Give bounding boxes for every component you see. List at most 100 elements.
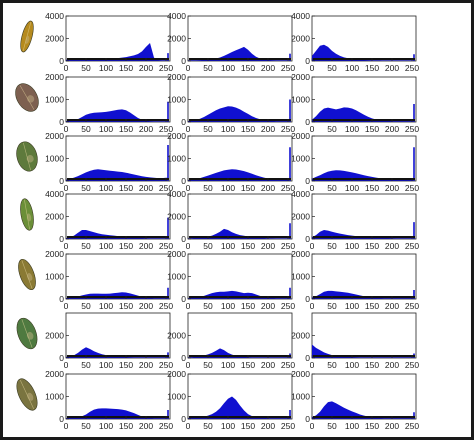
y-tick-label: 2000 — [167, 331, 186, 341]
y-tick-label: 2000 — [167, 212, 186, 222]
x-tick-label: 150 — [241, 301, 255, 311]
x-tick-label: 150 — [365, 241, 379, 251]
y-tick-label: 4000 — [45, 189, 64, 199]
x-tick-label: 0 — [310, 301, 315, 311]
x-tick-label: 0 — [186, 241, 191, 251]
x-tick-label: 150 — [365, 360, 379, 370]
x-tick-label: 200 — [139, 301, 153, 311]
baseline-band — [67, 355, 169, 358]
y-tick-label: 1000 — [167, 95, 186, 105]
y-tick-label: 1000 — [45, 272, 64, 282]
x-tick-label: 100 — [99, 360, 113, 370]
leaf-image — [16, 378, 38, 411]
x-tick-label: 250 — [159, 421, 173, 431]
x-tick-label: 200 — [385, 124, 399, 134]
histogram-area — [312, 401, 414, 419]
x-tick-label: 100 — [345, 241, 359, 251]
x-tick-label: 100 — [221, 63, 235, 73]
x-tick-label: 50 — [203, 241, 213, 251]
y-tick-label: 2000 — [291, 369, 310, 379]
axes-box — [311, 312, 417, 359]
x-tick-label: 200 — [385, 421, 399, 431]
histogram-area — [312, 107, 414, 122]
x-tick-label: 0 — [186, 63, 191, 73]
x-tick-label: 250 — [281, 241, 295, 251]
y-tick-label: 2000 — [45, 34, 64, 44]
y-tick-label: 0 — [181, 234, 186, 244]
x-tick-label: 200 — [385, 360, 399, 370]
y-tick-label: 0 — [305, 353, 310, 363]
x-tick-label: 200 — [139, 63, 153, 73]
y-tick-label: 0 — [305, 117, 310, 127]
x-tick-label: 200 — [139, 183, 153, 193]
y-tick-label: 0 — [305, 176, 310, 186]
baseline-band — [313, 119, 415, 122]
x-tick-label: 0 — [310, 124, 315, 134]
baseline-band — [189, 416, 291, 419]
x-tick-label: 0 — [310, 421, 315, 431]
x-tick-label: 250 — [159, 241, 173, 251]
x-tick-label: 150 — [119, 124, 133, 134]
x-tick-label: 250 — [159, 301, 173, 311]
x-tick-label: 250 — [159, 183, 173, 193]
x-tick-label: 0 — [186, 421, 191, 431]
x-tick-label: 250 — [281, 421, 295, 431]
y-tick-label: 1000 — [45, 392, 64, 402]
x-tick-label: 100 — [221, 421, 235, 431]
x-tick-label: 0 — [186, 124, 191, 134]
x-tick-label: 150 — [365, 421, 379, 431]
y-tick-label: 0 — [59, 56, 64, 66]
x-tick-label: 150 — [119, 63, 133, 73]
y-tick-label: 2000 — [167, 249, 186, 259]
y-tick-label: 1000 — [291, 154, 310, 164]
x-tick-label: 100 — [221, 301, 235, 311]
baseline-band — [67, 119, 169, 122]
y-tick-label: 1000 — [167, 154, 186, 164]
axes-box — [187, 253, 293, 300]
x-tick-label: 50 — [203, 360, 213, 370]
axes-box — [65, 15, 171, 62]
y-tick-label: 0 — [305, 294, 310, 304]
baseline-band — [313, 296, 415, 299]
axes-box — [187, 312, 293, 359]
x-tick-label: 200 — [385, 301, 399, 311]
x-tick-label: 250 — [405, 360, 419, 370]
x-tick-label: 50 — [203, 63, 213, 73]
y-tick-label: 0 — [305, 234, 310, 244]
x-tick-label: 250 — [405, 241, 419, 251]
baseline-band — [189, 296, 291, 299]
x-tick-label: 50 — [327, 124, 337, 134]
x-tick-label: 100 — [221, 183, 235, 193]
x-tick-label: 50 — [81, 63, 91, 73]
leaf-image — [18, 258, 36, 291]
leaf-image — [15, 83, 39, 112]
x-tick-label: 200 — [385, 183, 399, 193]
x-tick-label: 250 — [159, 124, 173, 134]
x-tick-label: 200 — [261, 360, 275, 370]
x-tick-label: 200 — [139, 124, 153, 134]
x-tick-label: 0 — [64, 124, 69, 134]
x-tick-label: 50 — [81, 183, 91, 193]
x-tick-label: 50 — [81, 124, 91, 134]
y-tick-label: 2000 — [45, 369, 64, 379]
x-tick-label: 50 — [327, 360, 337, 370]
x-tick-label: 150 — [241, 360, 255, 370]
x-tick-label: 250 — [281, 183, 295, 193]
y-tick-label: 1000 — [291, 272, 310, 282]
y-tick-label: 2000 — [167, 72, 186, 82]
x-tick-label: 200 — [139, 241, 153, 251]
y-tick-label: 2000 — [45, 249, 64, 259]
y-tick-label: 1000 — [291, 392, 310, 402]
leaf-image — [20, 198, 34, 231]
x-tick-label: 250 — [159, 360, 173, 370]
y-tick-label: 2000 — [291, 131, 310, 141]
x-tick-label: 150 — [119, 301, 133, 311]
x-tick-label: 0 — [186, 301, 191, 311]
baseline-band — [189, 119, 291, 122]
x-tick-label: 250 — [281, 63, 295, 73]
x-tick-label: 150 — [365, 301, 379, 311]
y-tick-label: 0 — [305, 56, 310, 66]
axes-box — [187, 193, 293, 240]
x-tick-label: 50 — [327, 183, 337, 193]
y-tick-label: 0 — [59, 176, 64, 186]
